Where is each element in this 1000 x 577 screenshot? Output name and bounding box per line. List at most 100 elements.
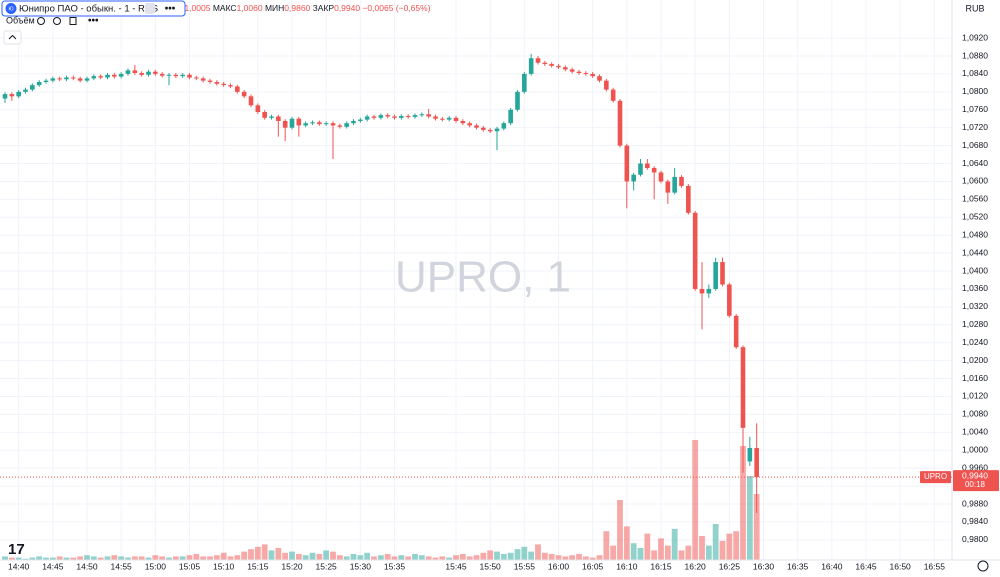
candle-body bbox=[159, 73, 165, 76]
y-tick-label: 1,0440 bbox=[962, 247, 988, 257]
volume-bar bbox=[664, 545, 671, 560]
volume-bar bbox=[15, 557, 22, 560]
volume-bar bbox=[207, 556, 213, 560]
volume-bar bbox=[432, 557, 439, 560]
candle-body bbox=[248, 96, 254, 106]
candle-body bbox=[303, 123, 308, 126]
candle-body bbox=[487, 129, 493, 132]
candle-body bbox=[43, 80, 49, 82]
currency[interactable]: RUB bbox=[965, 3, 984, 13]
volume-bar bbox=[391, 556, 398, 560]
y-tick-label: 1,0000 bbox=[962, 444, 988, 454]
candle-body bbox=[665, 181, 671, 193]
x-tick-label: 15:00 bbox=[145, 561, 167, 571]
candle-body bbox=[522, 73, 527, 92]
y-tick-label: 1,0680 bbox=[962, 140, 988, 150]
candle-body bbox=[713, 262, 718, 289]
candle-body bbox=[2, 94, 8, 99]
candle-body bbox=[474, 125, 479, 128]
candle-body bbox=[187, 74, 192, 78]
volume-bar bbox=[84, 555, 90, 560]
candle-body bbox=[453, 117, 459, 121]
x-tick-label: 16:40 bbox=[821, 561, 843, 571]
y-tick-label: 1,0120 bbox=[962, 391, 988, 401]
volume-label[interactable]: Объём bbox=[6, 15, 35, 25]
y-tick-label: 1,0040 bbox=[962, 427, 988, 437]
volume-bar bbox=[699, 536, 705, 560]
volume-bar bbox=[446, 557, 453, 560]
x-tick-label: 16:00 bbox=[548, 561, 570, 571]
volume-bar bbox=[172, 556, 179, 560]
candle-body bbox=[139, 73, 144, 75]
candle-body bbox=[624, 145, 630, 182]
y-tick-label: 1,0560 bbox=[962, 194, 988, 204]
candle-body bbox=[98, 76, 103, 78]
volume-bar bbox=[453, 555, 459, 560]
settings-icon[interactable] bbox=[53, 17, 61, 25]
volume-bar bbox=[70, 557, 77, 560]
volume-bar bbox=[459, 554, 466, 560]
volume-bar bbox=[295, 554, 302, 560]
y-tick-label: 1,0360 bbox=[962, 283, 988, 293]
candle-body bbox=[112, 74, 117, 77]
eye-icon[interactable] bbox=[37, 17, 45, 25]
x-tick-label: 16:30 bbox=[753, 561, 775, 571]
flag-icon[interactable] bbox=[145, 3, 155, 14]
candle-body bbox=[460, 120, 466, 124]
volume-bar bbox=[254, 546, 261, 560]
volume-bar bbox=[596, 555, 603, 560]
volume-bar bbox=[535, 544, 541, 560]
volume-bar bbox=[8, 557, 15, 560]
volume-bar bbox=[685, 545, 692, 560]
y-tick-label: 1,0480 bbox=[962, 229, 988, 239]
symbol-icon-text: Ю bbox=[8, 6, 13, 12]
candle-body bbox=[36, 81, 42, 86]
y-tick-label: 1,0400 bbox=[962, 265, 988, 275]
volume-bar bbox=[36, 556, 43, 560]
volume-bar bbox=[726, 533, 733, 560]
volume-bar bbox=[29, 557, 36, 560]
settings-button[interactable] bbox=[977, 560, 989, 572]
ohlc-label: МИН bbox=[265, 3, 284, 13]
symbol-title[interactable]: Юнипро ПАО - обыкн. - 1 - RUS bbox=[19, 4, 158, 15]
symbol-price-label: UPRO bbox=[924, 472, 947, 481]
more-button[interactable]: ••• bbox=[165, 4, 176, 15]
y-tick-label: 0,9960 bbox=[962, 462, 988, 472]
volume-bar bbox=[733, 531, 740, 560]
x-tick-label: 15:30 bbox=[350, 561, 372, 571]
x-tick-label: 15:05 bbox=[179, 561, 201, 571]
volume-bar bbox=[398, 555, 405, 560]
volume-bar bbox=[569, 555, 576, 560]
candle-body bbox=[132, 70, 138, 74]
volume-bar bbox=[316, 554, 323, 560]
volume-bar bbox=[97, 557, 104, 560]
candle-body bbox=[747, 448, 753, 462]
symbol-box[interactable] bbox=[1, 0, 186, 17]
volume-bar bbox=[179, 556, 186, 560]
volume-bar bbox=[49, 557, 56, 560]
volume-bar bbox=[466, 556, 473, 560]
volume-more[interactable]: ••• bbox=[88, 16, 99, 27]
candle-body bbox=[364, 116, 370, 120]
candle-body bbox=[720, 262, 725, 285]
volume-bar bbox=[323, 550, 330, 560]
tv-logo[interactable]: 17 bbox=[8, 541, 25, 558]
candle-body bbox=[392, 116, 397, 118]
y-tick-label: 1,0640 bbox=[962, 158, 988, 168]
volume-bar bbox=[200, 556, 207, 560]
delete-icon[interactable] bbox=[69, 17, 77, 25]
volume-bar bbox=[56, 556, 63, 560]
candle-body bbox=[658, 172, 664, 182]
volume-bar bbox=[576, 554, 582, 560]
candle-body bbox=[433, 116, 438, 119]
candle-body bbox=[289, 118, 295, 128]
candle-body bbox=[262, 112, 267, 118]
last-price-box bbox=[953, 470, 999, 492]
candle-body bbox=[679, 176, 684, 186]
candle-body bbox=[597, 76, 602, 81]
candle-body bbox=[255, 105, 261, 112]
symbol-price-box bbox=[920, 471, 951, 484]
collapse-button[interactable] bbox=[3, 30, 22, 45]
volume-bar bbox=[623, 526, 630, 560]
x-tick-label: 15:45 bbox=[445, 561, 467, 571]
